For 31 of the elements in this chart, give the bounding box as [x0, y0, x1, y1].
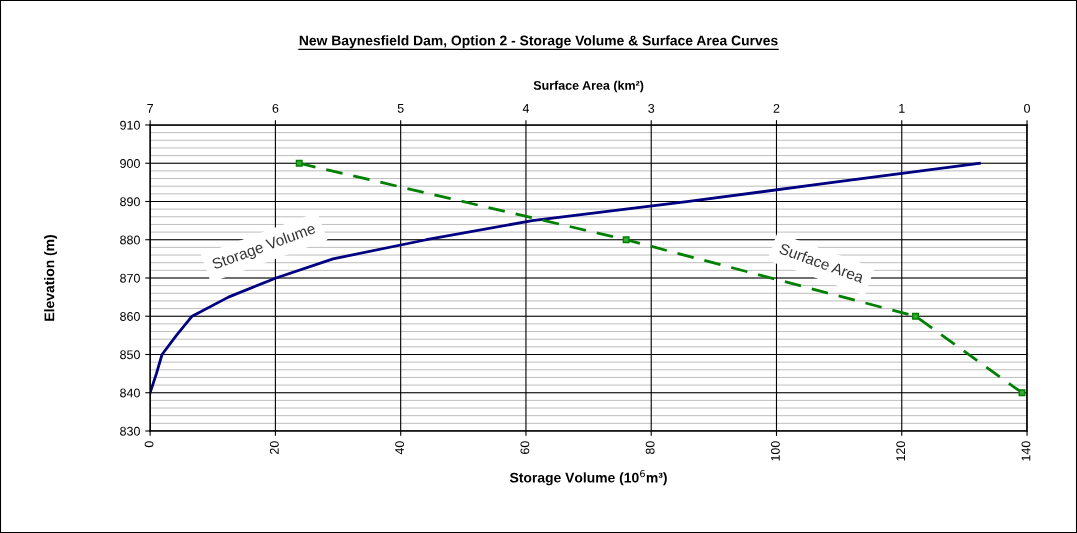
y-tick-label: 860: [120, 312, 140, 321]
x-tick-label: 60: [520, 441, 530, 454]
x2-tick-label: 3: [648, 103, 655, 113]
x-tick-label: 120: [896, 441, 906, 461]
x-tick-label: 0: [144, 441, 154, 448]
x2-tick-label: 6: [272, 103, 279, 113]
x2-tick-label: 5: [397, 104, 404, 113]
y-tick-label: 830: [120, 426, 140, 436]
y-tick-label: 850: [120, 350, 140, 360]
x-tick-label: 80: [645, 441, 655, 455]
y-tick-label: 900: [120, 159, 140, 168]
x2-tick-label: 4: [522, 104, 530, 113]
x2-tick-label: 1: [899, 104, 905, 113]
x2-axis-title: Surface Area (km²): [533, 80, 644, 93]
y-axis-title: Elevation (m): [44, 235, 58, 321]
x2-tick-label: 0: [1024, 103, 1031, 113]
x-tick-label: 20: [269, 441, 279, 454]
x-tick-label: 140: [1021, 441, 1031, 461]
chart-title: New Baynesfield Dam, Option 2 - Storage Volume & Surface Area Curves: [299, 35, 778, 49]
x-tick-label: 100: [770, 441, 780, 461]
y-tick-label: 890: [120, 197, 140, 207]
line-series: [150, 161, 981, 395]
y-tick-label: 870: [120, 273, 140, 283]
y-tick-label: 880: [120, 235, 140, 245]
x-tick-label: 40: [395, 441, 405, 455]
x2-tick-label: 2: [773, 103, 780, 113]
text: Storage Volume: [211, 222, 318, 273]
y-tick-label: 910: [120, 120, 140, 130]
y-tick-label: 840: [120, 388, 140, 398]
x2-tick-label: 7: [147, 104, 153, 113]
x-axis-title: Storage Volume (10$^{6}$m³): [509, 469, 667, 486]
